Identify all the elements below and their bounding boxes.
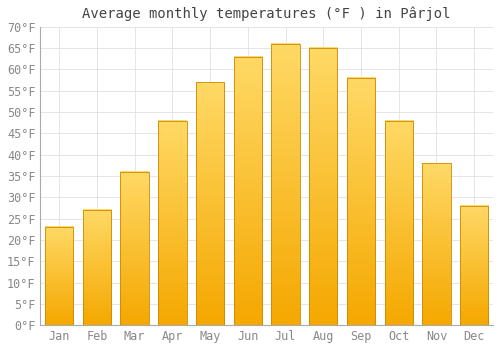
Bar [460, 206, 488, 325]
Bar [83, 210, 111, 325]
Title: Average monthly temperatures (°F ) in Pârjol: Average monthly temperatures (°F ) in Pâ… [82, 7, 451, 21]
Bar [384, 120, 413, 325]
Bar [45, 227, 74, 325]
Bar [347, 78, 375, 325]
Bar [272, 44, 299, 325]
Bar [309, 48, 338, 325]
Bar [422, 163, 450, 325]
Bar [158, 120, 186, 325]
Bar [120, 172, 149, 325]
Bar [196, 82, 224, 325]
Bar [234, 57, 262, 325]
